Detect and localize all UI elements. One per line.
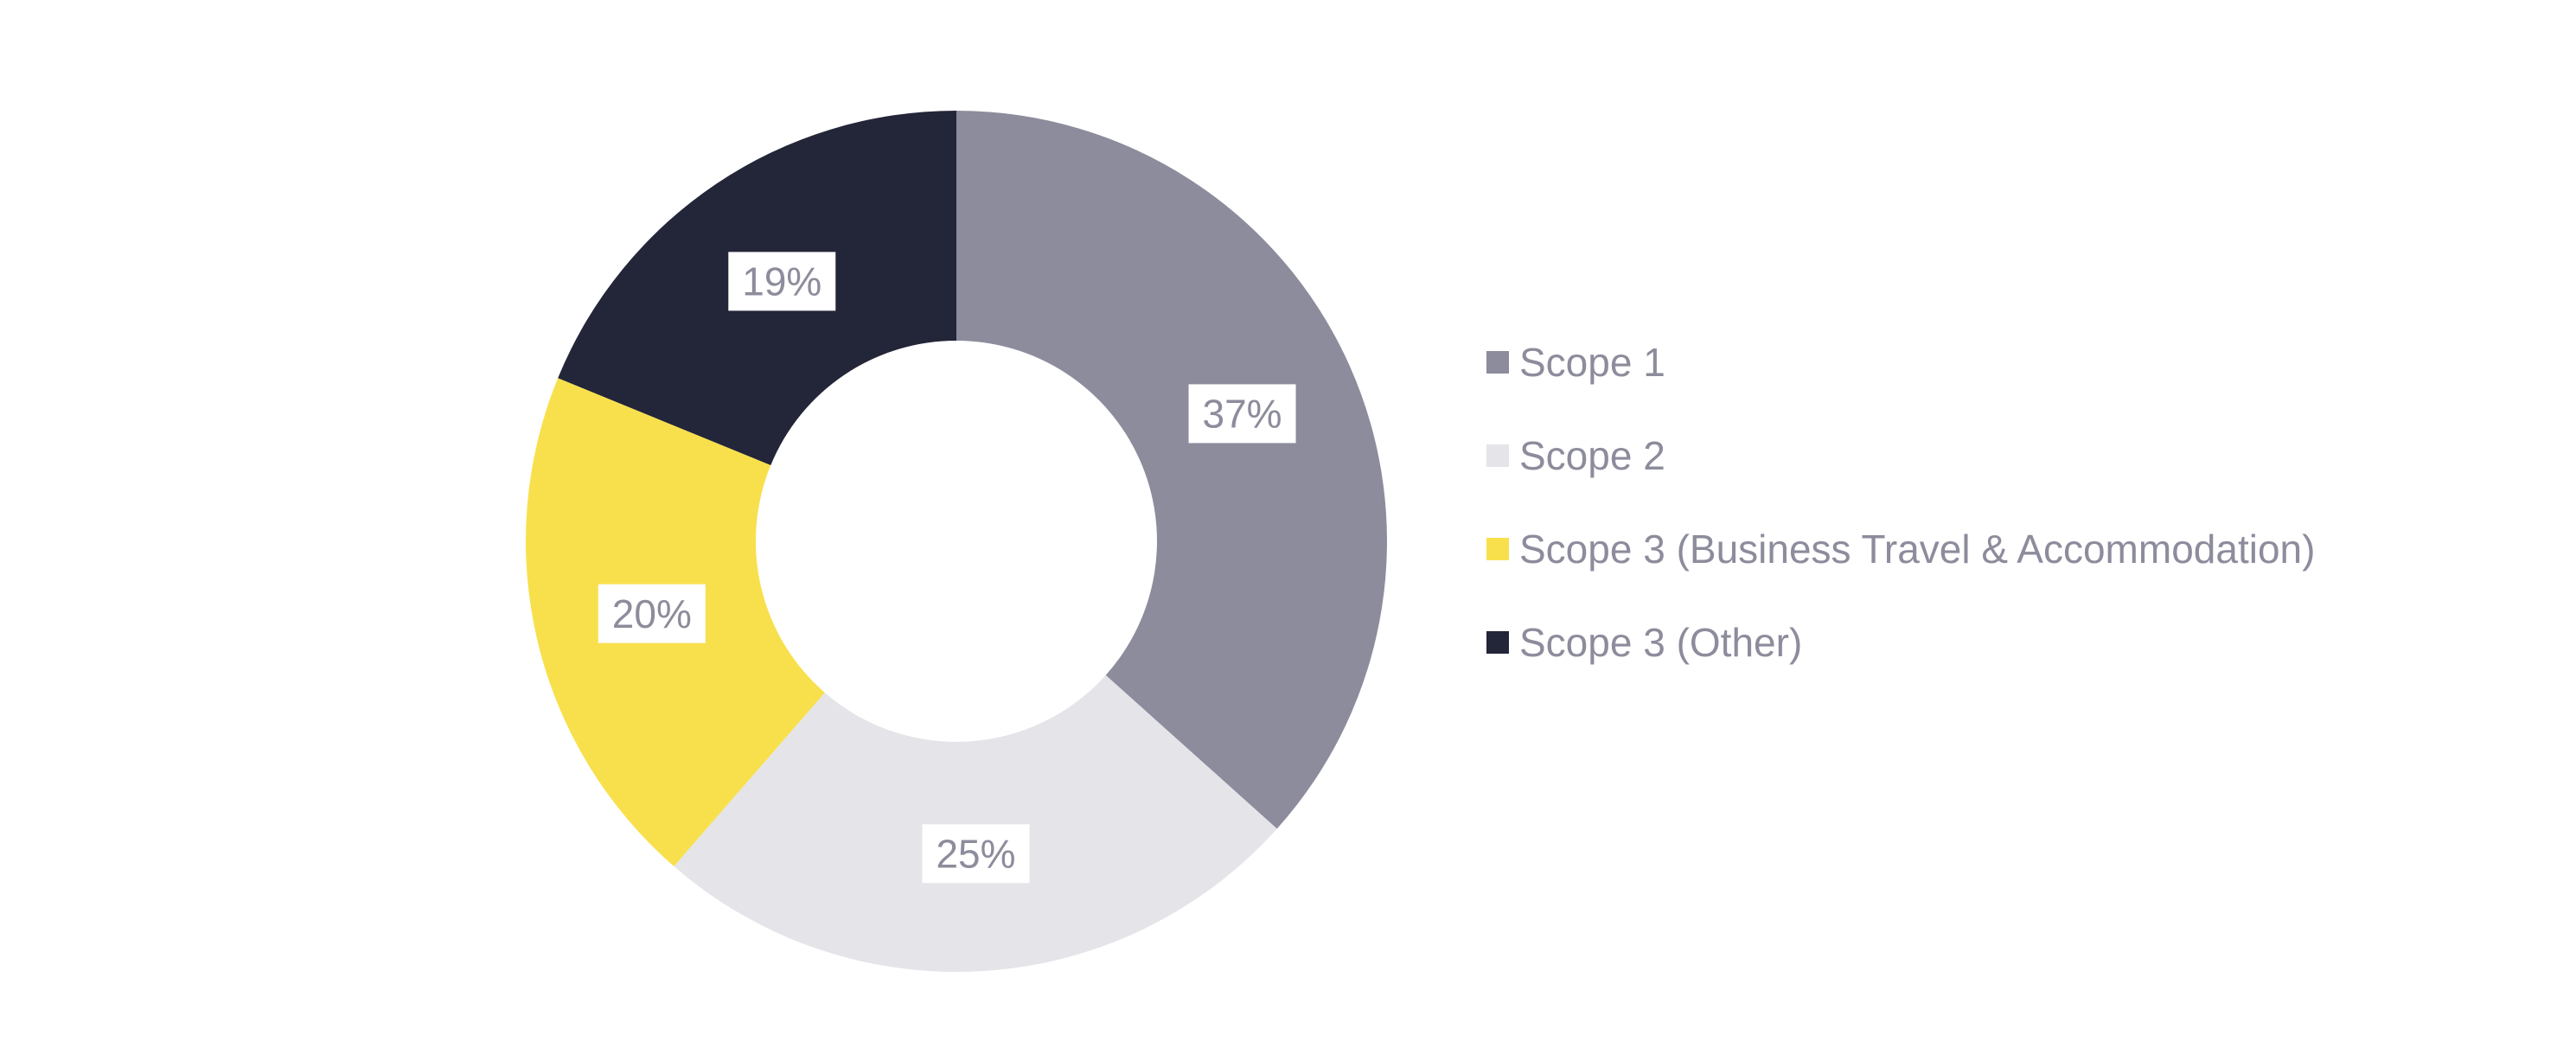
legend-swatch-icon xyxy=(1486,444,1509,467)
slice-label-box xyxy=(922,824,1030,884)
slice-label: 37% xyxy=(1188,384,1296,444)
slice-label-box xyxy=(598,584,706,643)
legend-item[interactable]: Scope 1 xyxy=(1486,342,2315,382)
legend-item[interactable]: Scope 2 xyxy=(1486,436,2315,476)
slice-label: 19% xyxy=(728,252,836,311)
legend-item[interactable]: Scope 3 (Business Travel & Accommodation… xyxy=(1486,529,2315,569)
slice-label: 20% xyxy=(598,584,706,643)
slice-label-value: 25% xyxy=(936,831,1015,876)
slice-label-box xyxy=(1188,384,1296,444)
donut-slice[interactable] xyxy=(956,111,1387,829)
legend-swatch-icon xyxy=(1486,351,1509,374)
legend-swatch-icon xyxy=(1486,631,1509,654)
legend: Scope 1 Scope 2 Scope 3 (Business Travel… xyxy=(1486,342,2315,716)
legend-swatch-icon xyxy=(1486,538,1509,560)
slice-label-box xyxy=(728,252,836,311)
legend-item[interactable]: Scope 3 (Other) xyxy=(1486,623,2315,662)
donut-slice[interactable] xyxy=(674,674,1277,972)
legend-label: Scope 3 (Business Travel & Accommodation… xyxy=(1519,527,2316,572)
slice-label-value: 19% xyxy=(742,259,821,303)
legend-label: Scope 3 (Other) xyxy=(1519,620,1803,665)
donut-chart: 37% 25% 20% 19% xyxy=(526,111,1387,972)
legend-label: Scope 2 xyxy=(1519,433,1665,478)
slice-label-value: 20% xyxy=(612,591,692,636)
legend-label: Scope 1 xyxy=(1519,340,1665,385)
slice-label-value: 37% xyxy=(1203,392,1282,437)
slice-label: 25% xyxy=(922,824,1030,884)
